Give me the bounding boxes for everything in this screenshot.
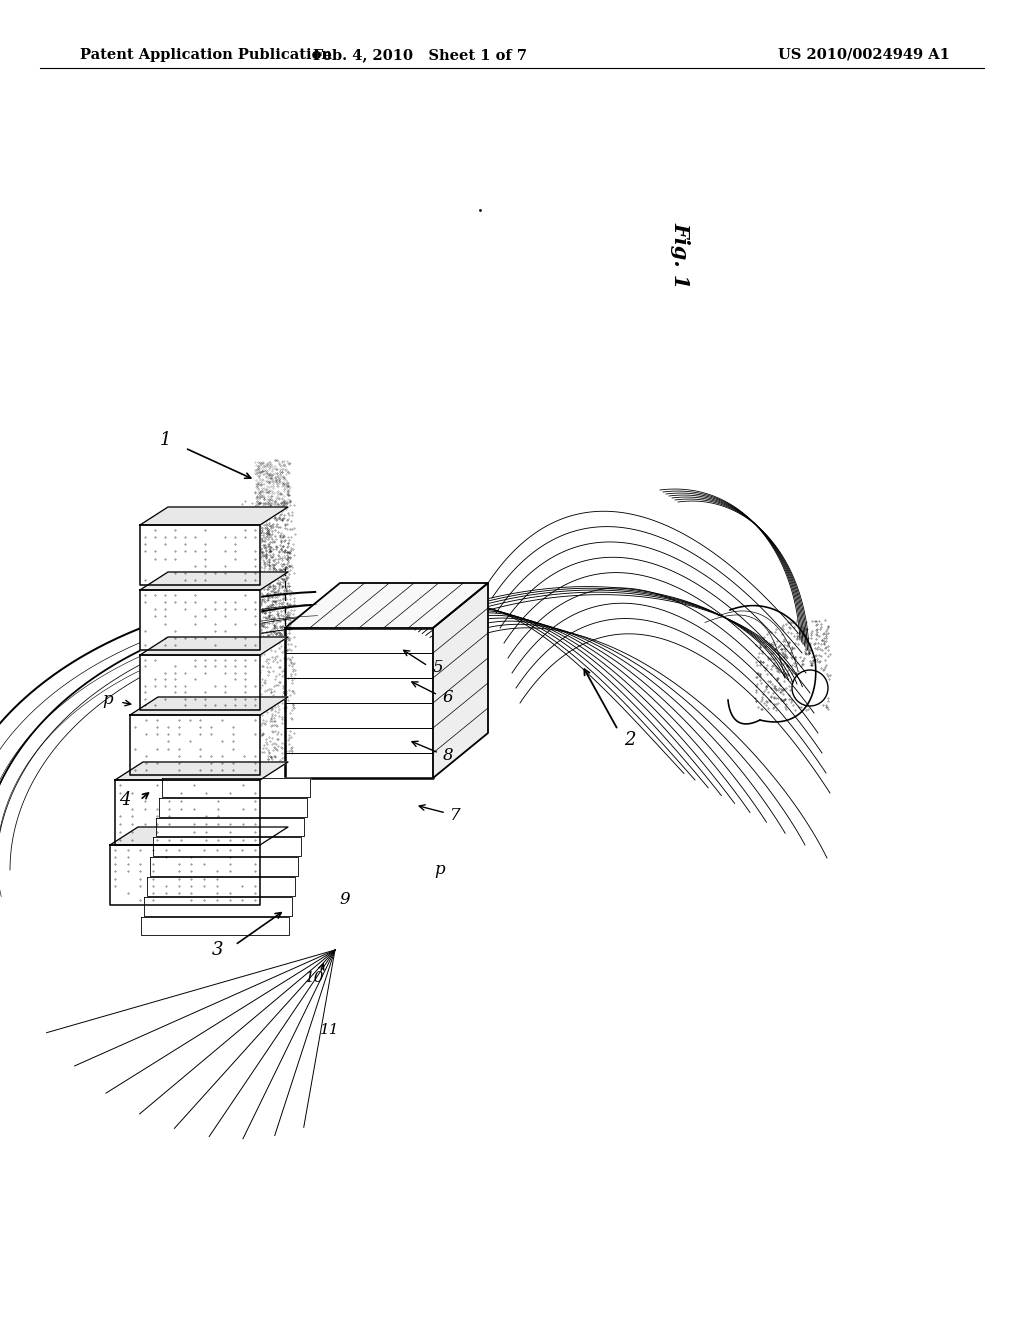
Polygon shape [159,797,307,817]
Polygon shape [115,780,260,845]
Text: Feb. 4, 2010   Sheet 1 of 7: Feb. 4, 2010 Sheet 1 of 7 [313,48,527,62]
Text: 5: 5 [433,660,443,676]
Text: 8: 8 [442,747,454,763]
Polygon shape [140,507,288,525]
Text: Patent Application Publication: Patent Application Publication [80,48,332,62]
Text: 3: 3 [212,941,224,960]
Polygon shape [156,817,304,837]
Polygon shape [162,777,310,797]
Polygon shape [153,837,301,857]
Text: 9: 9 [340,891,350,908]
Text: p: p [102,692,114,709]
Polygon shape [144,896,292,916]
Polygon shape [433,583,488,777]
Polygon shape [147,876,295,896]
Text: 11: 11 [321,1023,340,1038]
Polygon shape [140,572,288,590]
Polygon shape [140,525,260,585]
Text: 10: 10 [305,972,325,985]
Polygon shape [110,828,288,845]
Polygon shape [141,916,289,936]
Text: Fig. 1: Fig. 1 [670,222,690,288]
Polygon shape [140,638,288,655]
Text: 1: 1 [160,432,171,449]
Polygon shape [150,857,298,876]
Polygon shape [140,590,260,649]
Polygon shape [130,715,260,775]
Text: 4: 4 [119,791,131,809]
Polygon shape [285,583,488,628]
Polygon shape [140,655,260,710]
Polygon shape [110,845,260,906]
Polygon shape [115,762,288,780]
Text: p: p [434,862,445,879]
Text: 2: 2 [625,731,636,748]
Text: US 2010/0024949 A1: US 2010/0024949 A1 [778,48,950,62]
Text: 6: 6 [442,689,454,706]
Text: 7: 7 [450,807,461,824]
Polygon shape [130,697,288,715]
